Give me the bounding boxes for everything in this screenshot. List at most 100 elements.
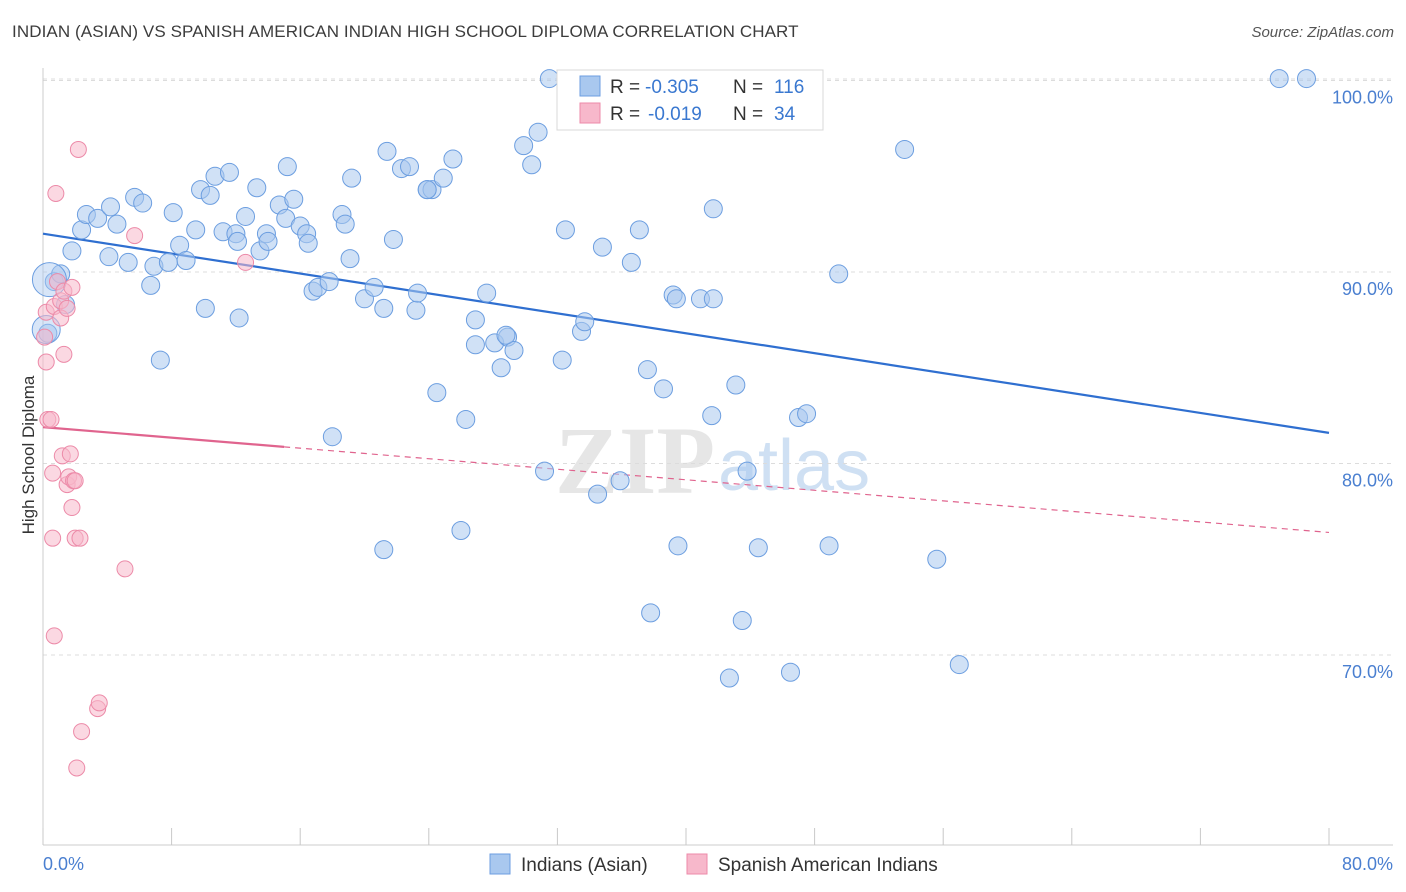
data-point (219, 162, 239, 182)
legend-n-value-pink: 34 (774, 104, 796, 125)
data-point (55, 345, 73, 363)
data-point (621, 252, 641, 272)
data-point (465, 310, 485, 330)
data-point (491, 358, 511, 378)
data-point (340, 249, 360, 269)
data-point (703, 289, 723, 309)
legend-r-value-pink: -0.019 (648, 104, 702, 125)
data-point (335, 214, 355, 234)
data-point (417, 180, 437, 200)
data-point (116, 560, 134, 578)
data-point (451, 521, 471, 541)
data-point (477, 283, 497, 303)
data-point (319, 272, 339, 292)
data-point (36, 328, 54, 346)
data-point (88, 208, 108, 228)
data-point (895, 139, 915, 159)
data-point (44, 529, 62, 547)
data-point (237, 253, 255, 271)
data-point (456, 409, 476, 429)
x-tick-label-min: 0.0% (43, 854, 84, 874)
data-point (592, 237, 612, 257)
bottom-legend-label-pink: Spanish American Indians (718, 855, 938, 876)
data-point (653, 379, 673, 399)
data-point (819, 536, 839, 556)
data-point (465, 335, 485, 355)
data-point (163, 203, 183, 223)
y-axis-label: High School Diploma (19, 375, 38, 534)
trend-lines (42, 232, 1330, 534)
data-point (99, 247, 119, 267)
legend-r-label-blue: R = (610, 77, 640, 98)
data-point (535, 461, 555, 481)
data-point (298, 233, 318, 253)
data-point (406, 300, 426, 320)
series-indians-asian (31, 69, 1316, 688)
data-point (107, 214, 127, 234)
y-tick-label: 70.0% (1342, 662, 1393, 682)
data-point (247, 178, 267, 198)
series-spanish-american-indians (36, 140, 255, 777)
data-point (66, 472, 84, 490)
data-point (514, 136, 534, 156)
legend-swatch-pink (579, 102, 601, 124)
data-point (588, 484, 608, 504)
data-point (829, 264, 849, 284)
data-point (44, 464, 62, 482)
bottom-legend-swatch-pink (686, 853, 708, 875)
watermark-zip: ZIP (555, 407, 715, 514)
trend-line-indians-asian (42, 232, 1330, 434)
data-point (58, 299, 76, 317)
data-point (641, 603, 661, 623)
trend-line-spanish-american-indians-solid (42, 426, 285, 448)
data-point (610, 471, 630, 491)
data-point (427, 383, 447, 403)
data-point (364, 277, 384, 297)
legend-n-value-blue: 116 (774, 77, 804, 98)
data-point (748, 538, 768, 558)
data-point (637, 360, 657, 380)
data-point (433, 168, 453, 188)
data-point (126, 227, 144, 245)
data-point (927, 549, 947, 569)
correlation-legend: R = -0.305 N = 116 R = -0.019 N = 34 (556, 69, 824, 131)
gridlines: 70.0% 80.0% 90.0% 100.0% (43, 78, 1393, 682)
data-point (61, 445, 79, 463)
y-tick-label: 90.0% (1342, 279, 1393, 299)
data-point (195, 298, 215, 318)
data-point (528, 122, 548, 142)
legend-r-value-blue: -0.305 (645, 77, 699, 98)
data-point (797, 404, 817, 424)
data-point (63, 278, 81, 296)
data-point (383, 229, 403, 249)
data-point (200, 185, 220, 205)
data-point (555, 220, 575, 240)
axes (42, 68, 1393, 846)
bottom-legend-swatch-blue (489, 853, 511, 875)
data-point (47, 184, 65, 202)
data-point (1296, 69, 1316, 89)
data-point (176, 251, 196, 271)
data-point (374, 540, 394, 560)
data-point (737, 461, 757, 481)
data-point (552, 350, 572, 370)
data-point (374, 298, 394, 318)
watermark: ZIP atlas (555, 407, 870, 514)
legend-box (556, 69, 824, 131)
data-point (719, 668, 739, 688)
data-point (45, 627, 63, 645)
legend-n-label-pink: N = (733, 104, 763, 125)
data-point (702, 406, 722, 426)
chart-title: INDIAN (ASIAN) VS SPANISH AMERICAN INDIA… (12, 22, 799, 41)
data-point (284, 189, 304, 209)
data-point (42, 410, 60, 428)
data-point (703, 199, 723, 219)
legend-swatch-blue (579, 75, 601, 97)
data-point (400, 157, 420, 177)
data-point (69, 140, 87, 158)
data-point (949, 655, 969, 675)
data-point (666, 289, 686, 309)
data-point (37, 353, 55, 371)
data-point (62, 241, 82, 261)
